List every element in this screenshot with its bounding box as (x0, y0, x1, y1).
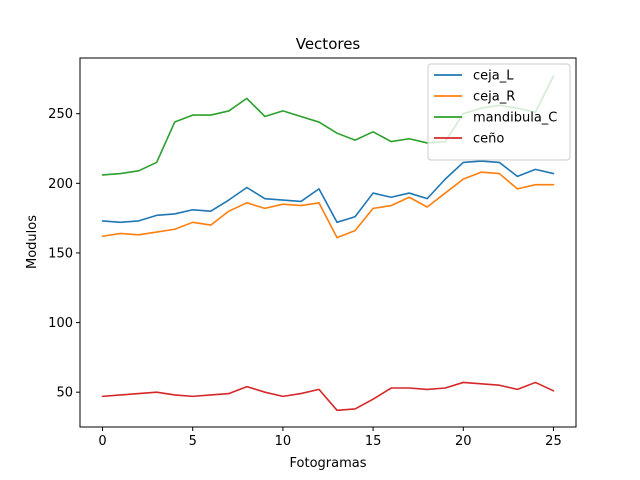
x-tick-label: 15 (365, 434, 382, 449)
legend-box (427, 63, 571, 161)
series-line-0 (101, 160, 555, 224)
x-tick-label: 25 (545, 434, 562, 449)
legend-label-1: ceja_R (473, 90, 515, 105)
x-tick-label: 10 (275, 434, 292, 449)
series-line-3 (101, 381, 555, 412)
x-tick-label: 5 (189, 434, 197, 449)
y-axis-label: Modulos (25, 215, 40, 269)
legend-label-2: mandibula_C (473, 111, 557, 126)
y-tick-label: 250 (48, 107, 73, 122)
x-tick-label: 20 (455, 434, 472, 449)
series-line-1 (101, 171, 555, 239)
y-tick-label: 50 (56, 386, 73, 401)
y-tick-label: 100 (48, 316, 73, 331)
plot-frame (79, 57, 577, 428)
chart-title: Vectores (296, 35, 361, 53)
x-axis: 0 5 10 15 20 25 (98, 427, 562, 449)
legend-label-0: ceja_L (473, 69, 514, 84)
y-axis: 50 100 150 200 250 (48, 107, 80, 401)
y-tick-label: 150 (48, 246, 73, 261)
x-tick-label: 0 (98, 434, 106, 449)
x-axis-label: Fotogramas (290, 456, 367, 471)
y-tick-label: 200 (48, 177, 73, 192)
legend-label-3: ceño (473, 132, 504, 147)
legend: ceja_L ceja_R mandibula_C ceño (427, 63, 571, 161)
